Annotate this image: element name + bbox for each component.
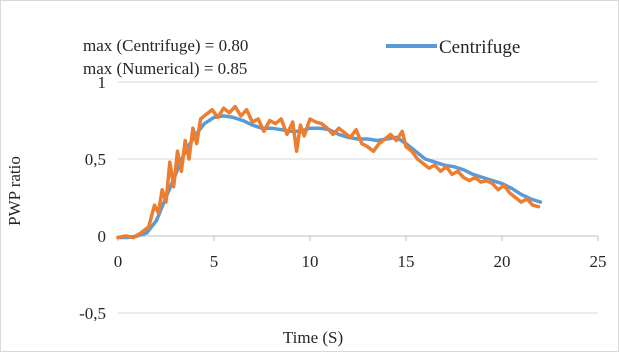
x-tick-label: 0 [114, 252, 123, 271]
legend-label-centrifuge: Centrifuge [439, 37, 520, 58]
gridlines [117, 81, 599, 314]
y-tick-label: 1 [98, 73, 107, 92]
annotation-max-centrifuge: max (Centrifuge) = 0.80 [83, 36, 248, 55]
x-tick-label: 25 [590, 252, 607, 271]
series-line-numerical [116, 104, 541, 240]
y-tick-label: 0,5 [85, 150, 106, 169]
x-tick-label: 15 [398, 252, 415, 271]
x-axis-title: Time (S) [283, 328, 343, 347]
x-tick-label: 20 [494, 252, 511, 271]
line-chart: -0,500,51 0 5 10 15 20 25 PWP ratio Time (S) … [5, 36, 607, 347]
legend: Centrifuge [386, 37, 520, 58]
annotation-max-numerical: max (Numerical) = 0.85 [83, 59, 247, 78]
x-tick-label: 10 [302, 252, 319, 271]
series-line-centrifuge [116, 114, 543, 240]
y-tick-label: -0,5 [79, 304, 106, 323]
y-tick-labels: -0,5 0 0,5 1 [79, 73, 106, 323]
y-tick-label: 0 [98, 227, 107, 246]
x-tick-label: 5 [210, 252, 219, 271]
series-layer [116, 104, 543, 240]
y-axis-title: PWP ratio [5, 156, 24, 226]
x-tick-labels: 0 5 10 15 20 25 [114, 252, 607, 271]
